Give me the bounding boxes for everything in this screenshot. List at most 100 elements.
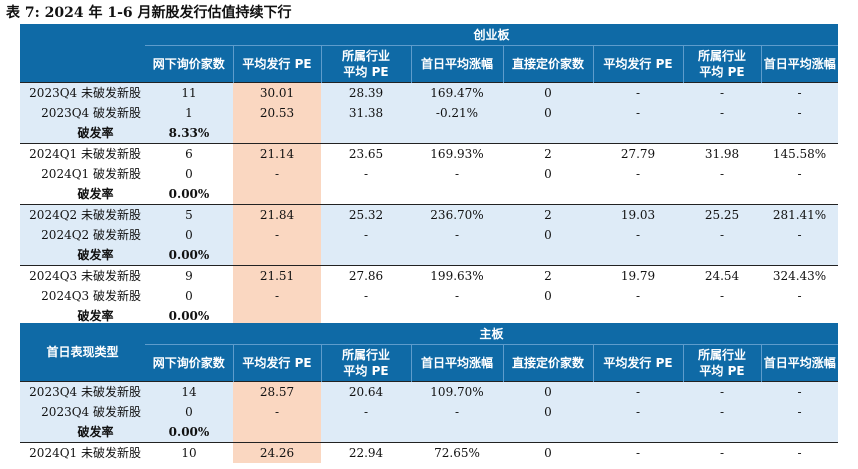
table-cell xyxy=(503,245,593,266)
table-cell: 0.00% xyxy=(145,245,233,266)
table-cell xyxy=(411,123,503,144)
table-cell: 0.00% xyxy=(145,422,233,443)
table-cell: - xyxy=(233,164,321,184)
table-row: 破发率 0.00% xyxy=(20,306,838,326)
table-cell: 281.41% xyxy=(761,204,839,225)
row-label: 破发率 xyxy=(77,309,114,323)
table-cell: - xyxy=(683,381,761,402)
row-label: 2023Q4 破发新股 xyxy=(20,402,145,422)
board-name-header: 主板 xyxy=(145,323,839,345)
table-cell: -0.21% xyxy=(411,103,503,123)
table-cell: 21.84 xyxy=(233,204,321,225)
column-header: 首日平均涨幅 xyxy=(760,45,839,83)
column-header: 网下询价家数 xyxy=(145,45,233,83)
table-cell: 2 xyxy=(503,143,593,164)
row-label: 2024Q1 破发新股 xyxy=(41,167,141,181)
column-header: 首日平均涨幅 xyxy=(760,344,839,382)
table-cell: 11 xyxy=(145,82,233,103)
column-header: 所属行业 平均 PE xyxy=(682,344,761,382)
table-cell: 0 xyxy=(145,225,233,245)
table-cell: 72.65% xyxy=(411,442,503,463)
table-cell: 0 xyxy=(544,289,552,303)
table-cell: - xyxy=(683,103,761,123)
table-row: 2023Q4 破发新股 1 20.53 31.38 -0.21% 0- - - xyxy=(20,103,839,123)
column-header: 平均发行 PE xyxy=(592,45,683,83)
table-row: 破发率 8.33% xyxy=(20,123,839,144)
table-cell: 24.26 xyxy=(233,442,321,463)
table-cell: - xyxy=(593,381,683,402)
table-cell xyxy=(593,422,683,443)
table-cell: 109.70% xyxy=(411,381,503,402)
table-cell xyxy=(233,184,321,205)
table-cell: - xyxy=(233,286,321,306)
table-cell xyxy=(321,245,411,266)
table-cell: - xyxy=(321,402,411,422)
table-cell: 30.01 xyxy=(233,82,321,103)
table-cell: 2 xyxy=(503,204,593,225)
row-label: 2023Q4 破发新股 xyxy=(20,103,145,123)
section-table-1: 创业板 网下询价家数 平均发行 PE 所属行业 平均 PE 首日平均涨幅 直接定价家数 平均发… xyxy=(20,24,839,326)
table-cell: - xyxy=(635,289,641,303)
table-row: 破发率 0.00% xyxy=(20,422,839,443)
table-cell xyxy=(761,123,839,144)
column-header: 平均发行 PE xyxy=(232,45,321,83)
table-cell: 20.64 xyxy=(321,381,411,402)
table-cell: 14 xyxy=(145,381,233,402)
table-cell: 0 xyxy=(544,167,552,181)
table-cell: 31.38 xyxy=(321,103,411,123)
table-cell: 1 xyxy=(145,103,233,123)
column-header: 平均发行 PE xyxy=(232,344,321,382)
table-cell: - xyxy=(761,442,839,463)
table-cell: - xyxy=(363,289,369,303)
row-label: 破发率 xyxy=(20,245,145,266)
table-cell xyxy=(233,306,321,326)
table-cell: 5 xyxy=(145,204,233,225)
table-row: 破发率 0.00% xyxy=(20,184,838,205)
table-cell xyxy=(233,422,321,443)
table-row: 2024Q1 未破发新股 10 24.26 22.94 72.65% 0- - - xyxy=(20,442,839,463)
table-cell: 0.00% xyxy=(168,187,210,201)
table-cell: 0 xyxy=(503,442,593,463)
table-cell: - xyxy=(761,402,839,422)
row-label: 2023Q4 未破发新股 xyxy=(20,381,145,402)
row-label: 2024Q3 未破发新股 xyxy=(20,265,145,286)
table-cell: 236.70% xyxy=(411,204,503,225)
table-cell: 0 xyxy=(185,289,193,303)
table-cell xyxy=(321,184,411,205)
table-cell: 169.47% xyxy=(411,82,503,103)
table-cell: 28.57 xyxy=(233,381,321,402)
table-cell: 0 xyxy=(503,402,593,422)
section-table-2: 首日表现类型 主板 网下询价家数 平均发行 PE 所属行业 平均 PE 首日平均涨幅 直接定价… xyxy=(20,323,839,463)
table-cell: 0 xyxy=(503,103,593,123)
table-cell: 22.94 xyxy=(321,442,411,463)
table-cell: 0 xyxy=(185,167,193,181)
column-header: 首日平均涨幅 xyxy=(410,45,503,83)
table-cell: 6 xyxy=(145,143,233,164)
table-row: 2024Q3 破发新股 0 - - - 0 - - - xyxy=(20,286,838,306)
table-cell: 23.65 xyxy=(321,143,411,164)
table-cell xyxy=(683,123,761,144)
table-cell: - xyxy=(797,167,802,181)
table-cell: 27.79 xyxy=(593,143,683,164)
column-header: 所属行业 平均 PE xyxy=(320,45,411,83)
table-row: 2024Q3 未破发新股 9 21.51 27.86 199.63% 2 19.79 24.5… xyxy=(20,265,839,286)
table-cell: 25.25 xyxy=(683,204,761,225)
table-cell xyxy=(321,123,411,144)
row-label: 2024Q2 破发新股 xyxy=(20,225,145,245)
table-cell: 20.53 xyxy=(233,103,321,123)
table-cell xyxy=(233,123,321,144)
table-cell: - xyxy=(719,167,725,181)
column-header: 所属行业 平均 PE xyxy=(682,45,761,83)
row-label: 破发率 xyxy=(20,123,145,144)
table-cell xyxy=(233,245,321,266)
table-cell: - xyxy=(797,289,802,303)
row-label: 破发率 xyxy=(20,422,145,443)
table-cell: - xyxy=(593,225,683,245)
table-cell xyxy=(593,184,683,205)
table-cell xyxy=(411,184,503,205)
table-cell xyxy=(593,123,683,144)
table-cell xyxy=(683,422,761,443)
table-cell xyxy=(503,422,593,443)
table-row: 2023Q4 破发新股 0- - -0- - - xyxy=(20,402,839,422)
table-row: 破发率 0.00% xyxy=(20,245,839,266)
